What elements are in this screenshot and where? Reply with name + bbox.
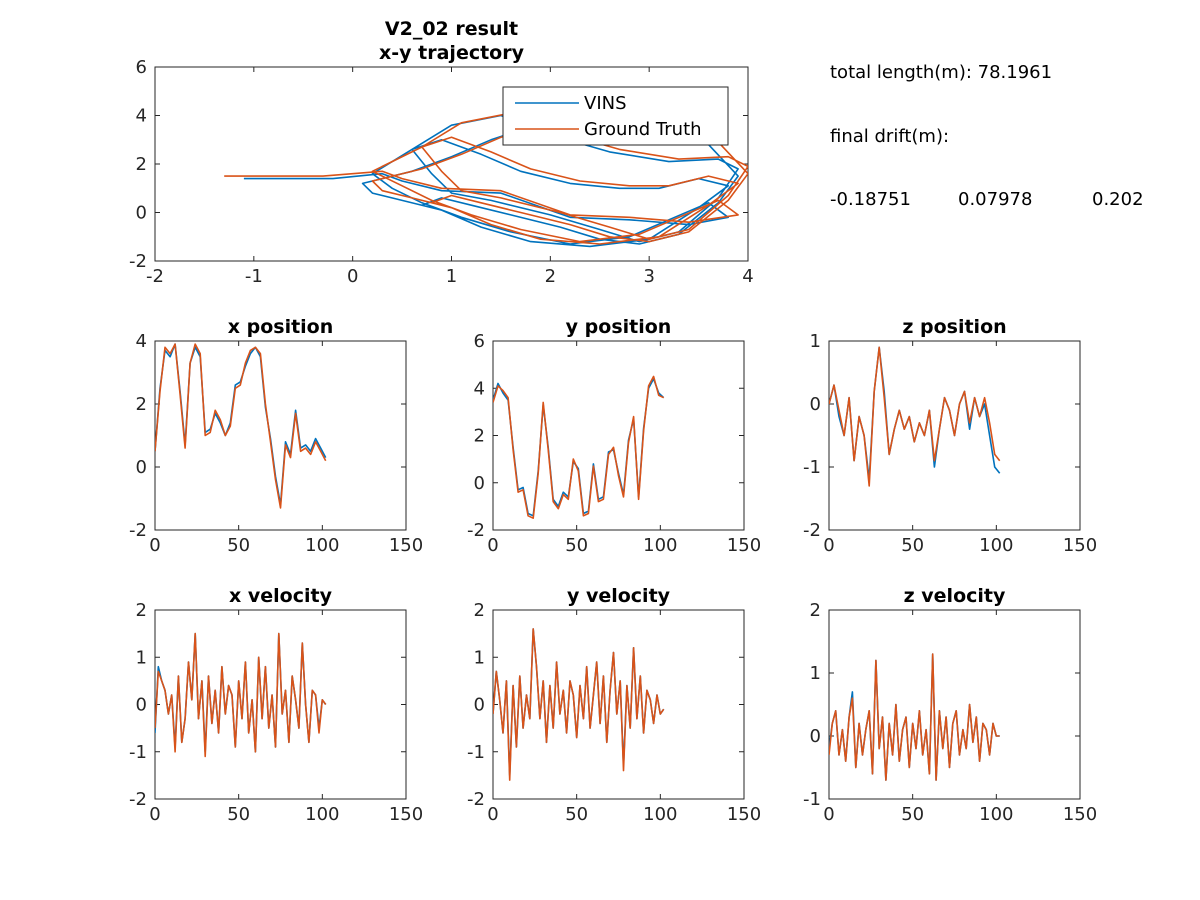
series-line-ground-truth (493, 628, 665, 781)
chart-z-position: 0 50 100 150 -2 -1 0 1 z position (803, 316, 1097, 556)
series-line-ground-truth (829, 653, 1000, 781)
y-tick-label: -1 (467, 742, 485, 763)
y-tick-label: 0 (810, 394, 821, 415)
x-tick-label: -1 (245, 266, 263, 287)
x-tick-label: 3 (643, 266, 654, 287)
x-tick-label: 0 (823, 804, 834, 825)
axes-frame (828, 609, 1081, 800)
y-tick-label: 4 (136, 106, 147, 127)
y-tick-label: 2 (136, 154, 147, 175)
axes-frame (492, 340, 745, 531)
x-tick-label: -2 (146, 266, 164, 287)
y-tick-label: 6 (474, 331, 485, 352)
x-tick-label: 50 (565, 535, 588, 556)
y-tick-label: 2 (474, 600, 485, 621)
y-tick-label: 0 (136, 203, 147, 224)
y-tick-label: 0 (810, 726, 821, 747)
x-tick-label: 0 (487, 804, 498, 825)
y-tick-label: -2 (129, 789, 147, 810)
x-tick-label: 100 (979, 804, 1013, 825)
x-tick-label: 50 (227, 535, 250, 556)
x-tick-label: 0 (149, 535, 160, 556)
y-tick-label: -1 (803, 789, 821, 810)
drift-value-z: 0.202 (1092, 189, 1144, 210)
y-tick-label: 0 (136, 457, 147, 478)
x-tick-label: 100 (643, 804, 677, 825)
x-tick-label: 150 (389, 804, 423, 825)
x-tick-label: 0 (487, 535, 498, 556)
x-tick-label: 4 (742, 266, 753, 287)
y-tick-label: 2 (474, 426, 485, 447)
legend-box (502, 86, 729, 146)
x-tick-label: 150 (727, 535, 761, 556)
series-line-ground-truth (155, 343, 327, 509)
y-tick-label: 1 (474, 647, 485, 668)
chart-title: y position (566, 316, 672, 338)
x-tick-label: 50 (227, 804, 250, 825)
chart-title: z velocity (904, 585, 1006, 607)
y-tick-label: 1 (810, 331, 821, 352)
x-tick-label: 50 (901, 535, 924, 556)
y-tick-label: -2 (129, 520, 147, 541)
x-tick-label: 150 (389, 535, 423, 556)
x-tick-label: 50 (565, 804, 588, 825)
y-tick-label: 0 (474, 695, 485, 716)
y-tick-label: 6 (136, 57, 147, 78)
chart-title: x position (228, 316, 334, 338)
chart-x-velocity: 0 50 100 150 -2 -1 0 1 2 x velocity (129, 585, 423, 825)
x-tick-label: 100 (979, 535, 1013, 556)
chart-title: x velocity (229, 585, 333, 607)
chart-title: V2_02 result (385, 18, 518, 40)
legend-label: Ground Truth (584, 119, 702, 140)
chart-title: y velocity (567, 585, 671, 607)
y-tick-label: 4 (474, 378, 485, 399)
series-line-ground-truth (493, 375, 665, 520)
x-tick-label: 100 (643, 535, 677, 556)
y-tick-label: 2 (136, 394, 147, 415)
legend-label: VINS (584, 93, 627, 114)
x-tick-label: 100 (305, 535, 339, 556)
x-tick-label: 150 (727, 804, 761, 825)
y-tick-label: 1 (136, 647, 147, 668)
y-tick-label: 0 (136, 695, 147, 716)
y-tick-label: 4 (136, 331, 147, 352)
y-tick-label: -2 (129, 251, 147, 272)
legend: VINS Ground Truth (502, 86, 729, 146)
x-tick-label: 150 (1063, 535, 1097, 556)
x-tick-label: 2 (545, 266, 556, 287)
x-tick-label: 150 (1063, 804, 1097, 825)
drift-value-x: -0.18751 (830, 189, 911, 210)
x-tick-label: 1 (446, 266, 457, 287)
axes-frame (154, 609, 407, 800)
y-tick-label: -1 (803, 457, 821, 478)
series-line-ground-truth (829, 346, 1001, 487)
series-line-ground-truth (155, 632, 327, 758)
drift-value-y: 0.07978 (958, 189, 1033, 210)
chart-y-velocity: 0 50 100 150 -2 -1 0 1 2 y velocity (467, 585, 761, 825)
x-tick-label: 0 (347, 266, 358, 287)
y-tick-label: 2 (810, 600, 821, 621)
x-tick-label: 50 (901, 804, 924, 825)
y-tick-label: 2 (136, 600, 147, 621)
chart-title: z position (902, 316, 1006, 338)
y-tick-label: 0 (474, 473, 485, 494)
x-tick-label: 100 (305, 804, 339, 825)
y-tick-label: -1 (129, 742, 147, 763)
x-tick-label: 0 (149, 804, 160, 825)
y-tick-label: -2 (803, 520, 821, 541)
y-tick-label: -2 (467, 789, 485, 810)
total-length-text: total length(m): 78.1961 (830, 62, 1053, 83)
y-tick-label: -2 (467, 520, 485, 541)
y-tick-label: 1 (810, 663, 821, 684)
x-tick-label: 0 (823, 535, 834, 556)
final-drift-label: final drift(m): (830, 126, 950, 147)
chart-title: x-y trajectory (379, 42, 525, 64)
